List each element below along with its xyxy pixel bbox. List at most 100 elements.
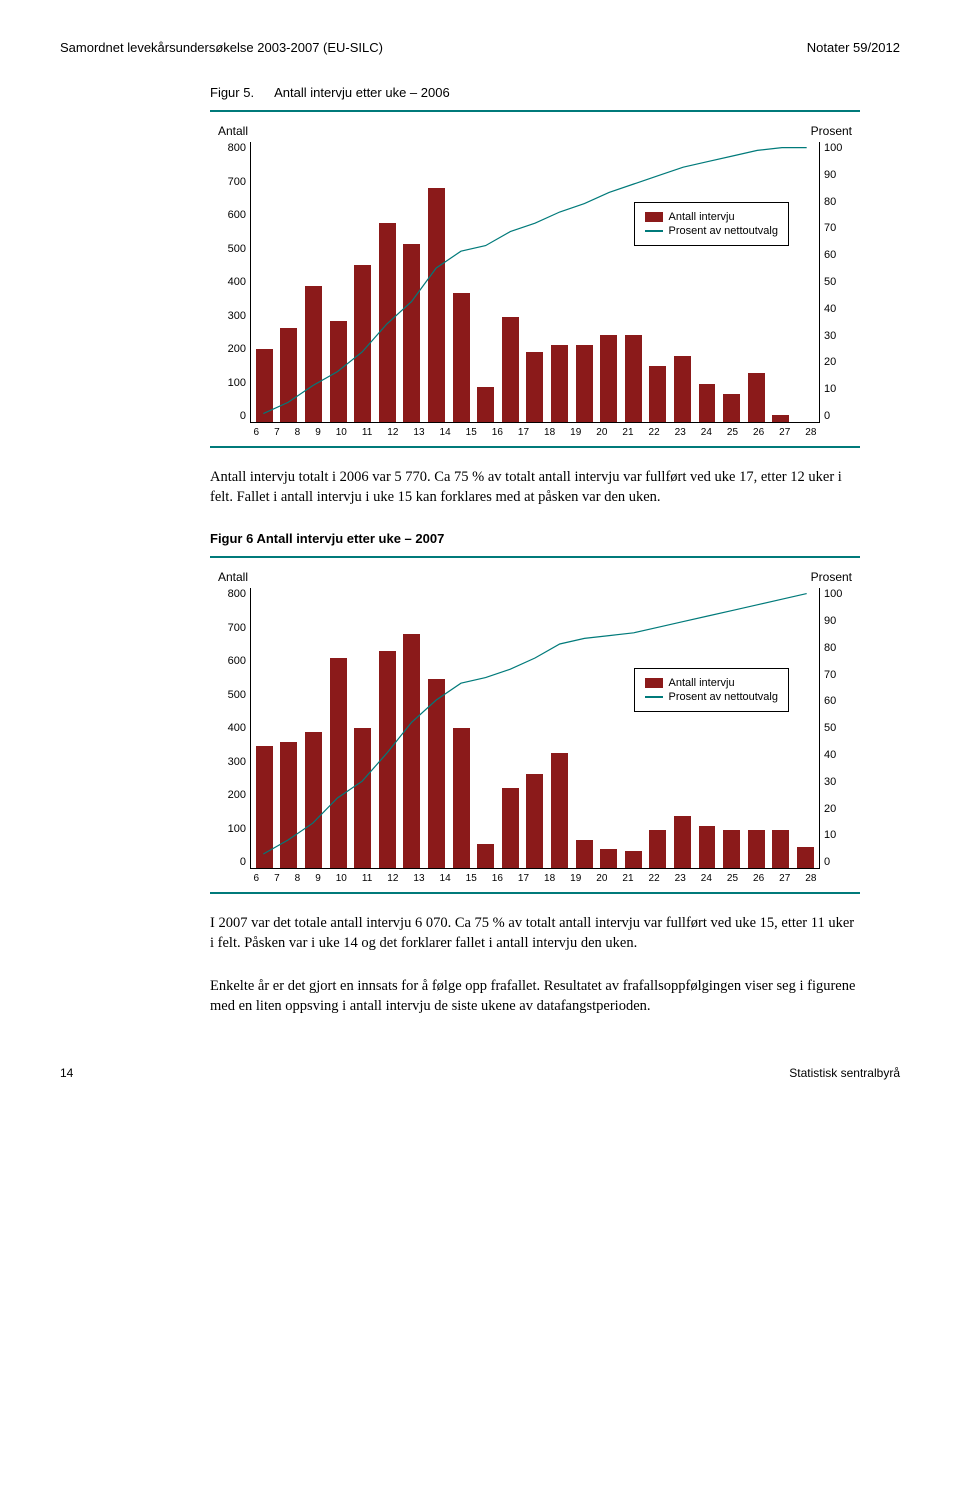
x-tick: 17 <box>518 873 529 884</box>
x-tick: 11 <box>362 427 372 438</box>
y-right-tick: 100 <box>824 588 852 600</box>
figure-6-y-left: 8007006005004003002001000 <box>218 588 246 868</box>
y-right-tick: 100 <box>824 142 852 154</box>
y-left-tick: 200 <box>218 343 246 355</box>
y-left-tick: 600 <box>218 655 246 667</box>
figure-6-title: Figur 6 Antall intervju etter uke – 2007 <box>210 531 860 546</box>
x-tick: 24 <box>701 427 712 438</box>
figure-5: Figur 5. Antall intervju etter uke – 200… <box>210 85 860 448</box>
x-tick: 7 <box>274 873 280 884</box>
y-left-tick: 300 <box>218 310 246 322</box>
header-left: Samordnet levekårsundersøkelse 2003-2007… <box>60 40 383 55</box>
figure-5-y-left: 800 700 600 500 400 300 200 100 0 <box>218 142 246 422</box>
x-tick: 9 <box>315 427 321 438</box>
figure-6-right-axis-title: Prosent <box>811 570 852 584</box>
y-right-tick: 80 <box>824 642 852 654</box>
figure-6-chart: Antall Prosent 8007006005004003002001000… <box>210 556 860 894</box>
figure-6-line <box>251 588 819 868</box>
x-tick: 10 <box>336 427 347 438</box>
paragraph-1: Antall intervju totalt i 2006 var 5 770.… <box>210 468 860 507</box>
y-left-tick: 100 <box>218 823 246 835</box>
y-right-tick: 10 <box>824 829 852 841</box>
x-tick: 20 <box>596 427 607 438</box>
x-tick: 13 <box>413 873 424 884</box>
y-left-tick: 600 <box>218 209 246 221</box>
header-right: Notater 59/2012 <box>807 40 900 55</box>
x-tick: 20 <box>596 873 607 884</box>
x-tick: 21 <box>622 873 633 884</box>
y-left-tick: 300 <box>218 756 246 768</box>
y-right-tick: 20 <box>824 803 852 815</box>
x-tick: 11 <box>362 873 372 884</box>
x-tick: 8 <box>295 427 301 438</box>
figure-5-label: Figur 5. <box>210 85 254 100</box>
y-left-tick: 0 <box>218 856 246 868</box>
figure-5-right-axis-title: Prosent <box>811 124 852 138</box>
footer-right: Statistisk sentralbyrå <box>789 1066 900 1080</box>
figure-5-title: Antall intervju etter uke – 2006 <box>274 85 450 100</box>
y-left-tick: 0 <box>218 410 246 422</box>
x-tick: 14 <box>440 873 451 884</box>
y-right-tick: 60 <box>824 249 852 261</box>
x-tick: 26 <box>753 427 764 438</box>
x-tick: 27 <box>779 873 790 884</box>
x-tick: 15 <box>466 427 477 438</box>
x-tick: 12 <box>387 873 398 884</box>
x-tick: 18 <box>544 873 555 884</box>
y-left-tick: 500 <box>218 243 246 255</box>
x-tick: 22 <box>649 427 660 438</box>
paragraph-3: Enkelte år er det gjort en innsats for å… <box>210 977 860 1016</box>
x-tick: 10 <box>336 873 347 884</box>
x-tick: 16 <box>492 427 503 438</box>
x-tick: 13 <box>413 427 424 438</box>
y-left-tick: 800 <box>218 142 246 154</box>
x-tick: 7 <box>274 427 280 438</box>
y-right-tick: 90 <box>824 169 852 181</box>
x-tick: 6 <box>254 427 260 438</box>
y-right-tick: 60 <box>824 695 852 707</box>
x-tick: 23 <box>675 873 686 884</box>
y-right-tick: 50 <box>824 722 852 734</box>
x-tick: 15 <box>466 873 477 884</box>
y-left-tick: 200 <box>218 789 246 801</box>
y-right-tick: 70 <box>824 669 852 681</box>
y-right-tick: 90 <box>824 615 852 627</box>
x-tick: 12 <box>387 427 398 438</box>
x-tick: 16 <box>492 873 503 884</box>
y-right-tick: 80 <box>824 196 852 208</box>
page-header: Samordnet levekårsundersøkelse 2003-2007… <box>60 40 900 55</box>
x-tick: 6 <box>254 873 260 884</box>
y-right-tick: 50 <box>824 276 852 288</box>
x-tick: 28 <box>805 873 816 884</box>
y-left-tick: 700 <box>218 176 246 188</box>
x-tick: 25 <box>727 427 738 438</box>
figure-5-x-axis: 6789101112131415161718192021222324252627… <box>218 423 852 438</box>
x-tick: 21 <box>622 427 633 438</box>
figure-6-x-axis: 6789101112131415161718192021222324252627… <box>218 869 852 884</box>
figure-5-chart: Antall Prosent 800 700 600 500 400 300 200 100 0… <box>210 110 860 448</box>
figure-6-plot: Antall intervju Prosent av nettoutvalg <box>250 588 820 869</box>
x-tick: 8 <box>295 873 301 884</box>
x-tick: 28 <box>805 427 816 438</box>
y-left-tick: 400 <box>218 276 246 288</box>
y-left-tick: 500 <box>218 689 246 701</box>
y-right-tick: 70 <box>824 222 852 234</box>
x-tick: 19 <box>570 427 581 438</box>
figure-6-left-axis-title: Antall <box>218 570 248 584</box>
x-tick: 26 <box>753 873 764 884</box>
y-right-tick: 40 <box>824 749 852 761</box>
figure-6: Figur 6 Antall intervju etter uke – 2007… <box>210 531 860 894</box>
x-tick: 18 <box>544 427 555 438</box>
x-tick: 22 <box>649 873 660 884</box>
y-left-tick: 400 <box>218 722 246 734</box>
figure-5-line <box>251 142 819 422</box>
x-tick: 19 <box>570 873 581 884</box>
y-right-tick: 10 <box>824 383 852 395</box>
y-right-tick: 40 <box>824 303 852 315</box>
y-left-tick: 100 <box>218 377 246 389</box>
x-tick: 14 <box>440 427 451 438</box>
figure-5-left-axis-title: Antall <box>218 124 248 138</box>
y-right-tick: 30 <box>824 330 852 342</box>
x-tick: 24 <box>701 873 712 884</box>
x-tick: 27 <box>779 427 790 438</box>
